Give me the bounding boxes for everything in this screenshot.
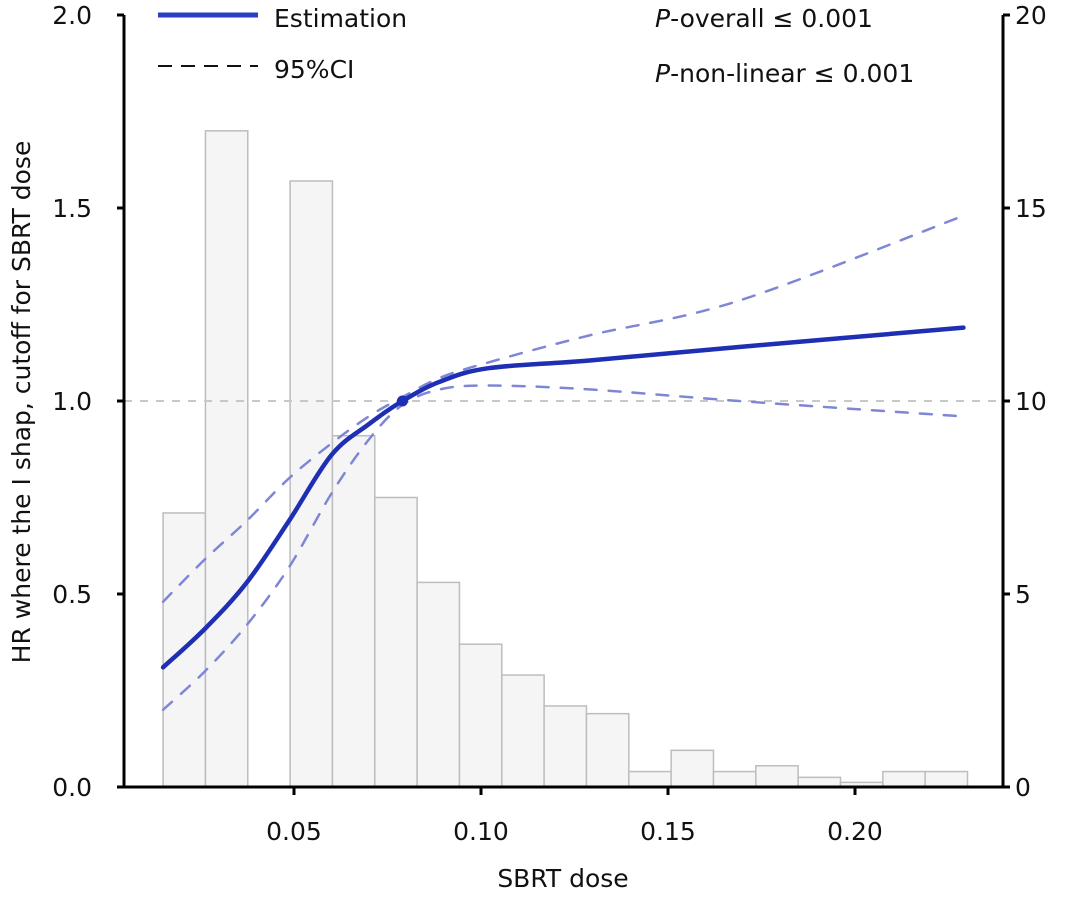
histogram-bar [670,749,715,788]
histogram-bar [924,770,969,788]
ci-lower-line [161,384,965,712]
y-tick-label: 2.0 [52,1,92,30]
p-nonlinear-prefix: P [655,59,671,88]
legend: Estimation 95%CI [158,4,407,84]
y2-tick-label: 15 [1015,194,1047,223]
curves [160,214,966,712]
histogram-bar [628,770,672,788]
y-tick-label: 0.5 [52,580,92,609]
y-tick-label: 0.0 [52,773,92,802]
histogram-bar [331,434,376,788]
p-overall-prefix: P [655,4,671,33]
legend-label-ci: 95%CI [274,55,354,84]
y-axis-title: HR where the I shap, cutoff for SBRT dos… [7,141,36,664]
ticks: 0.0 0.5 1.0 1.5 2.0 0 5 10 15 20 0.05 0.10 0.15 0.20 [52,1,1047,846]
x-tick-label: 0.05 [266,817,322,846]
y-tick-label: 1.5 [52,194,92,223]
ci-upper-line [161,214,965,603]
histogram-bar [712,770,757,788]
histogram-bar [204,130,249,788]
x-tick-label: 0.15 [640,817,696,846]
x-tick-label: 0.20 [827,817,883,846]
histogram-bar [501,674,545,788]
knot-point [396,395,408,407]
histogram-bar [543,705,588,788]
y2-tick-label: 10 [1015,387,1047,416]
p-overall-text: -overall ≤ 0.001 [670,4,873,33]
p-overall: P-overall ≤ 0.001 [655,4,873,33]
p-values: P-overall ≤ 0.001 P-non-linear ≤ 0.001 [655,4,914,88]
y2-tick-label: 0 [1015,773,1031,802]
x-tick-label: 0.10 [453,817,509,846]
histogram-bar [416,581,461,788]
y2-tick-label: 5 [1015,580,1031,609]
histogram-bar [585,712,630,788]
y-tick-label: 1.0 [52,387,92,416]
histogram-bar [882,770,926,788]
p-nonlinear-text: -non-linear ≤ 0.001 [670,59,914,88]
estimation-line [160,325,966,670]
histogram-bar [374,496,418,788]
histogram [162,130,969,788]
p-nonlinear: P-non-linear ≤ 0.001 [655,59,914,88]
histogram-bar [458,643,503,788]
y2-tick-label: 20 [1015,1,1047,30]
histogram-bar [755,765,799,788]
x-axis-title: SBRT dose [497,864,628,893]
legend-label-estimation: Estimation [274,4,407,33]
